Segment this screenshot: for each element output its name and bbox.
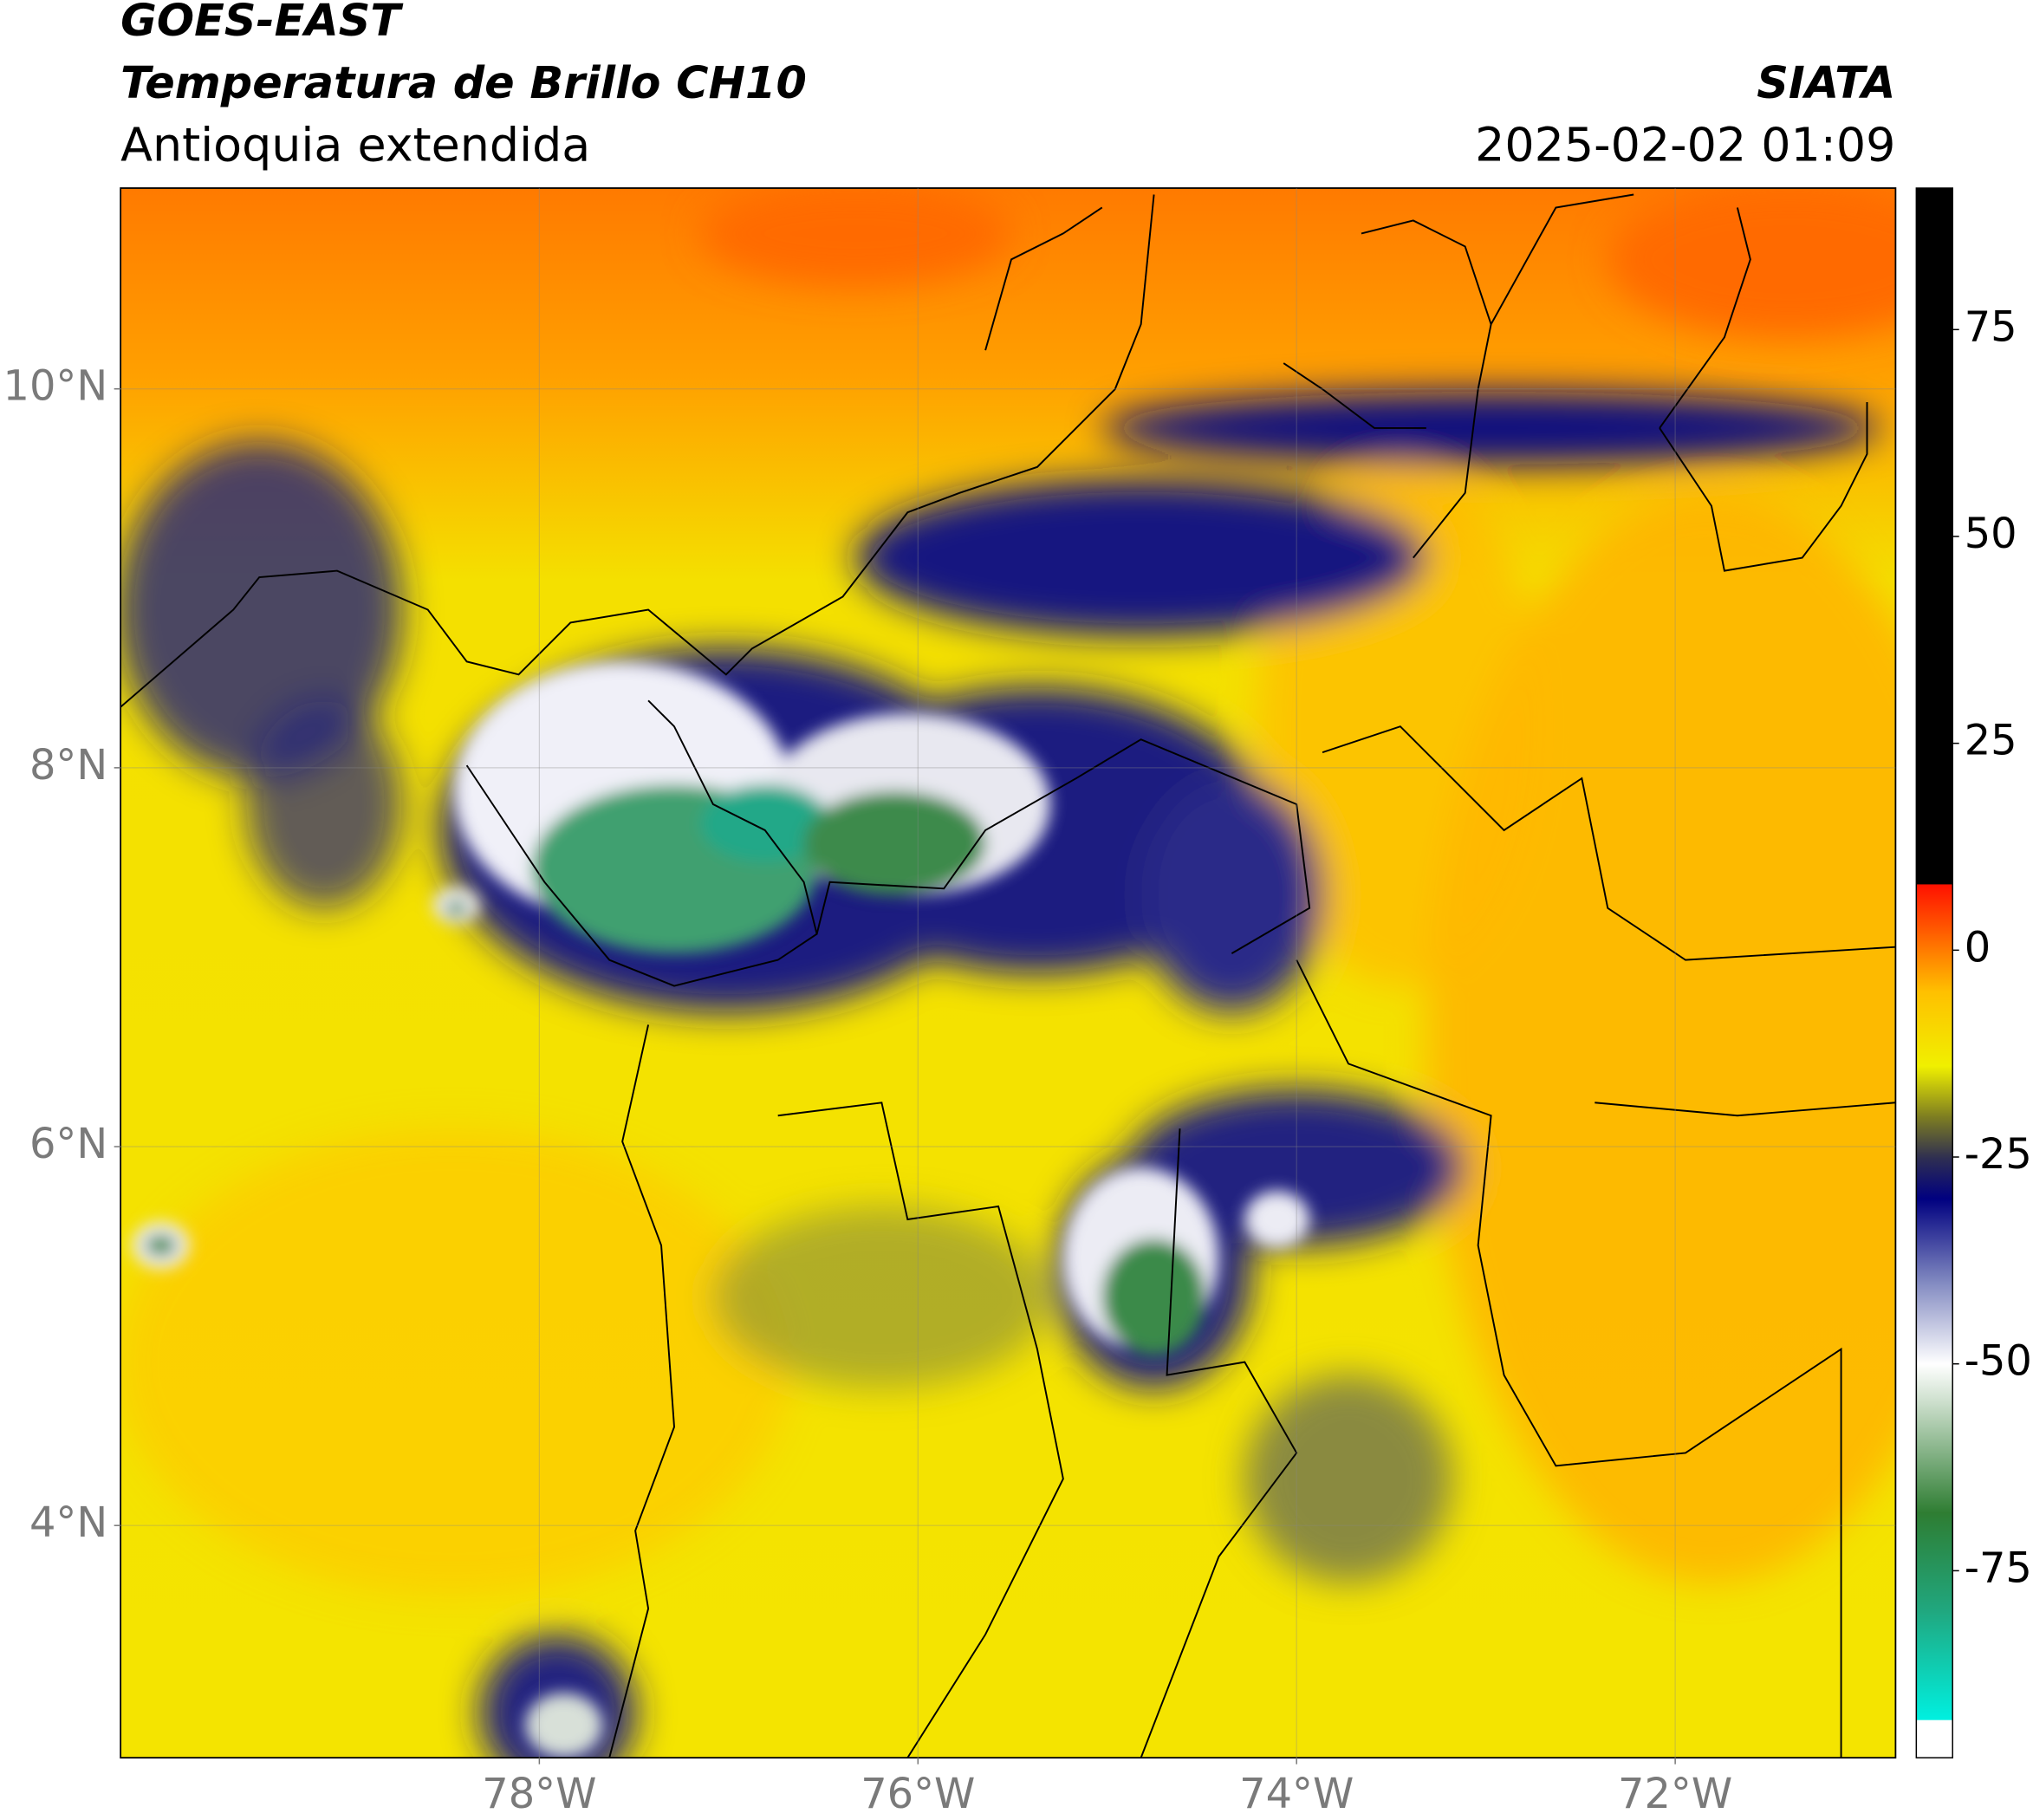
colorbar-segment (1916, 1066, 1953, 1116)
colorbar-tick-label: -50 (1965, 1338, 2032, 1386)
colorbar-tick-label: 25 (1965, 718, 2017, 765)
satellite-image (120, 188, 1896, 1758)
colorbar-segment (1916, 1157, 1953, 1199)
colorbar-segment (1916, 1405, 1953, 1514)
colorbar-segment (1916, 1719, 1953, 1758)
colorbar-segment (1916, 933, 1953, 992)
colorbar-segment (1916, 1612, 1953, 1720)
colorbar-tick-label: 50 (1965, 510, 2017, 558)
colorbar-segment (1916, 1281, 1953, 1365)
map-frame (120, 187, 1897, 1759)
subtitle: Temperatura de Brillo CH10 (120, 57, 807, 108)
y-tick-label: 10°N (3, 363, 108, 411)
title: GOES-EAST (120, 0, 404, 46)
colorbar-segment (1916, 1363, 1953, 1406)
y-tick-label: 8°N (29, 742, 107, 790)
datetime: 2025-02-02 01:09 (1475, 117, 1895, 172)
colorbar-tick-label: 75 (1965, 303, 2017, 351)
colorbar-tick-label: 0 (1965, 924, 1991, 972)
x-tick-label: 72°W (1618, 1771, 1732, 1818)
grid (114, 188, 1896, 1765)
source: SIATA (1757, 57, 1895, 108)
colorbar-segment (1916, 991, 1953, 1067)
borders (120, 193, 1896, 1758)
x-tick-label: 78°W (482, 1771, 596, 1818)
y-tick-label: 6°N (29, 1121, 107, 1168)
y-tick-label: 4°N (29, 1499, 107, 1547)
colorbar-tick-label: -75 (1965, 1544, 2032, 1592)
colorbar-segment (1916, 188, 1953, 885)
colorbar-segment (1916, 1198, 1953, 1282)
x-tick-label: 76°W (861, 1771, 975, 1818)
colorbar-segment (1916, 1115, 1953, 1158)
colorbar-frame (1915, 187, 1953, 1758)
x-tick-label: 74°W (1239, 1771, 1354, 1818)
colorbar-tick-label: -25 (1965, 1131, 2032, 1179)
colorbar-segment (1916, 883, 1953, 934)
colorbar (1915, 187, 1959, 1758)
region: Antioquia extendida (120, 117, 590, 172)
colorbar-segment (1916, 1512, 1953, 1613)
